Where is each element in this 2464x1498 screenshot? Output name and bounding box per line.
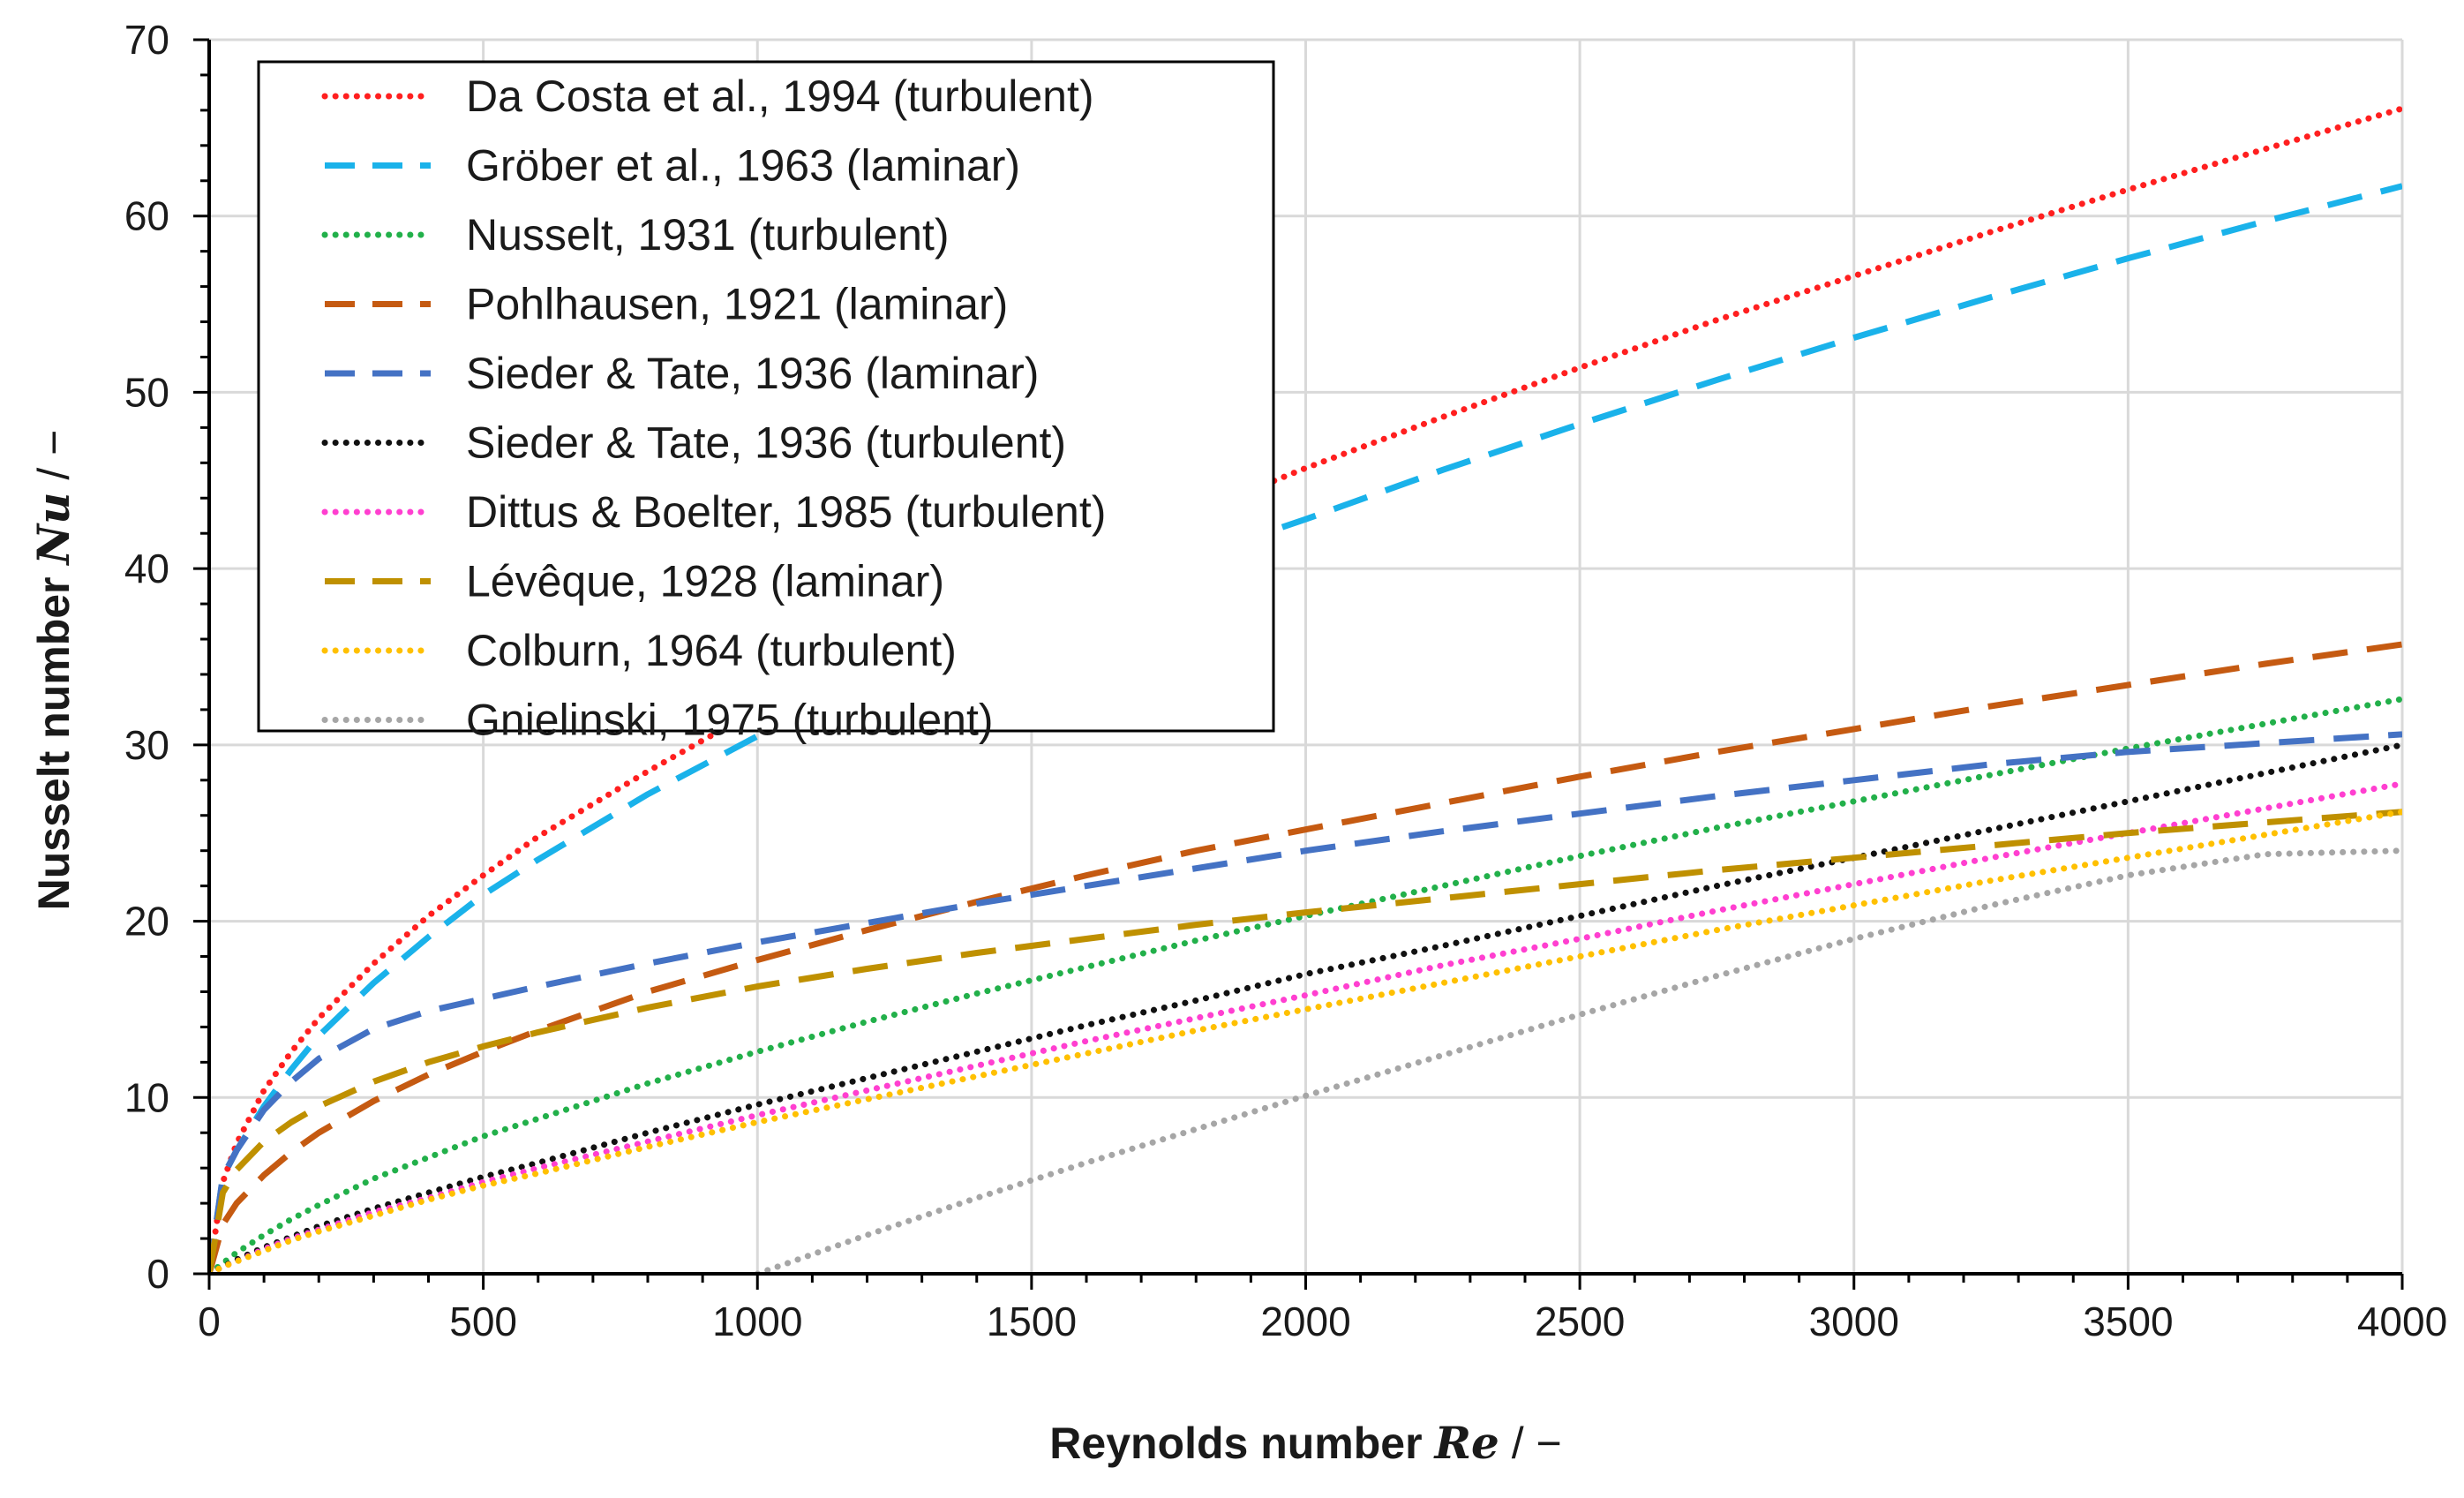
legend-label-6: Sieder & Tate, 1936 (turbulent) — [466, 418, 1066, 468]
y-tick-label-70: 70 — [124, 17, 169, 63]
x-tick-label-0: 0 — [198, 1299, 221, 1344]
x-tick-label-500: 500 — [449, 1299, 517, 1344]
legend-label-5: Sieder & Tate, 1936 (laminar) — [466, 349, 1039, 398]
tick-labels: 0 500 1000 1500 2000 2500 3000 3500 4000 0 10 20 30 4… — [124, 17, 2447, 1344]
x-tick-label-3000: 3000 — [1809, 1299, 1899, 1344]
x-tick-label-2000: 2000 — [1260, 1299, 1350, 1344]
legend-label-3: Nusselt, 1931 (turbulent) — [466, 210, 950, 260]
legend-label-7: Dittus & Boelter, 1985 (turbulent) — [466, 487, 1106, 537]
y-axis-title: Nusselt number Nu / − — [27, 430, 79, 911]
x-tick-label-1500: 1500 — [987, 1299, 1077, 1344]
series-lines — [209, 105, 2402, 1274]
y-tick-label-30: 30 — [124, 722, 169, 768]
x-axis-title: Reynolds number Re / − — [1049, 1417, 1561, 1469]
legend-label-10: Gnielinski, 1975 (turbulent) — [466, 696, 994, 745]
x-tick-label-1000: 1000 — [712, 1299, 802, 1344]
y-tick-label-50: 50 — [124, 369, 169, 415]
y-tick-label-10: 10 — [124, 1074, 169, 1120]
series-line-3 — [209, 696, 2402, 1274]
legend: Da Costa et al., 1994 (turbulent) Gröber … — [257, 60, 1275, 745]
legend-label-9: Colburn, 1964 (turbulent) — [466, 626, 957, 675]
legend-label-4: Pohlhausen, 1921 (laminar) — [466, 280, 1008, 329]
legend-box — [257, 60, 1275, 733]
axis-titles: Reynolds number Re / − Nusselt number Nu … — [27, 430, 1562, 1469]
axes — [193, 38, 2404, 1290]
series-line-9 — [209, 809, 2402, 1274]
y-tick-label-40: 40 — [124, 546, 169, 591]
series-line-2 — [209, 183, 2402, 1274]
y-tick-label-0: 0 — [146, 1251, 169, 1297]
x-tick-label-2500: 2500 — [1535, 1299, 1625, 1344]
x-tick-label-3500: 3500 — [2083, 1299, 2173, 1344]
legend-label-1: Da Costa et al., 1994 (turbulent) — [466, 72, 1094, 121]
series-line-5 — [209, 731, 2402, 1274]
y-tick-label-60: 60 — [124, 193, 169, 239]
series-line-8 — [209, 809, 2402, 1274]
legend-label-8: Lévêque, 1928 (laminar) — [466, 557, 944, 606]
legend-label-2: Gröber et al., 1963 (laminar) — [466, 141, 1020, 191]
series-line-4 — [209, 641, 2402, 1274]
series-line-10 — [754, 847, 2402, 1274]
series-line-7 — [209, 780, 2402, 1274]
x-tick-label-4000: 4000 — [2357, 1299, 2447, 1344]
y-tick-label-20: 20 — [124, 899, 169, 945]
